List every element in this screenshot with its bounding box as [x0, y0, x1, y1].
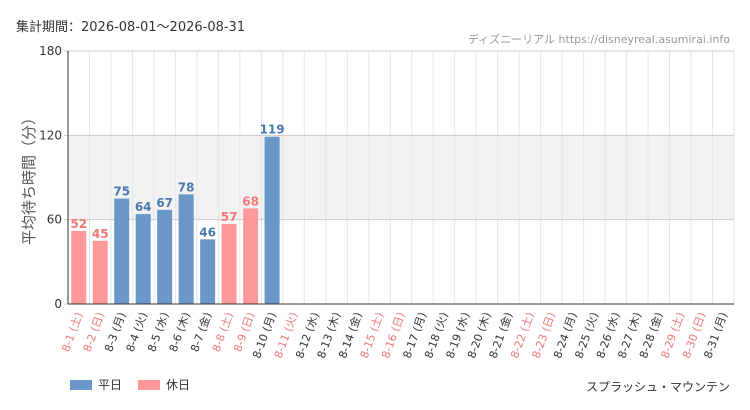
- legend-weekday-label: 平日: [98, 378, 123, 392]
- legend: 平日 休日: [70, 376, 206, 393]
- legend-item-holiday: 休日: [138, 376, 190, 393]
- bar: [264, 136, 280, 304]
- bar-value-label: 64: [135, 200, 152, 214]
- bar-value-label: 68: [242, 194, 259, 208]
- bar-value-label: 119: [260, 123, 285, 137]
- source-label: ディズニーリアル https://disneyreal.asumirai.inf…: [467, 33, 730, 46]
- y-tick-label: 180: [39, 44, 62, 58]
- bar: [114, 198, 130, 304]
- bar-value-label: 75: [113, 185, 130, 199]
- legend-holiday-label: 休日: [166, 378, 191, 392]
- holiday-swatch: [138, 379, 161, 390]
- bar-value-label: 45: [92, 227, 109, 241]
- bar: [221, 223, 237, 304]
- y-axis-label: 平均待ち時間（分）: [20, 110, 38, 245]
- bar-value-label: 78: [178, 180, 195, 194]
- bar: [200, 239, 216, 304]
- bar: [135, 214, 151, 304]
- weekday-swatch: [70, 379, 92, 390]
- y-tick-label: 0: [54, 297, 62, 311]
- axis-layer: [67, 51, 734, 305]
- attraction-name: スプラッシュ・マウンテン: [585, 380, 730, 394]
- bar: [178, 194, 194, 304]
- bars-layer: [71, 136, 280, 304]
- bar-value-label: 46: [199, 225, 216, 239]
- period-label: 集計期間：2026-08-01～2026-08-31: [16, 20, 246, 35]
- bar-value-label: 67: [156, 196, 173, 210]
- bar: [92, 240, 108, 304]
- bar-value-label: 52: [70, 217, 87, 231]
- bar: [157, 209, 173, 304]
- y-tick-label: 60: [47, 213, 62, 227]
- bar: [71, 230, 87, 304]
- y-tick-label: 120: [39, 128, 62, 142]
- bar-value-label: 57: [221, 210, 238, 224]
- legend-item-weekday: 平日: [70, 376, 122, 393]
- bar: [243, 208, 259, 304]
